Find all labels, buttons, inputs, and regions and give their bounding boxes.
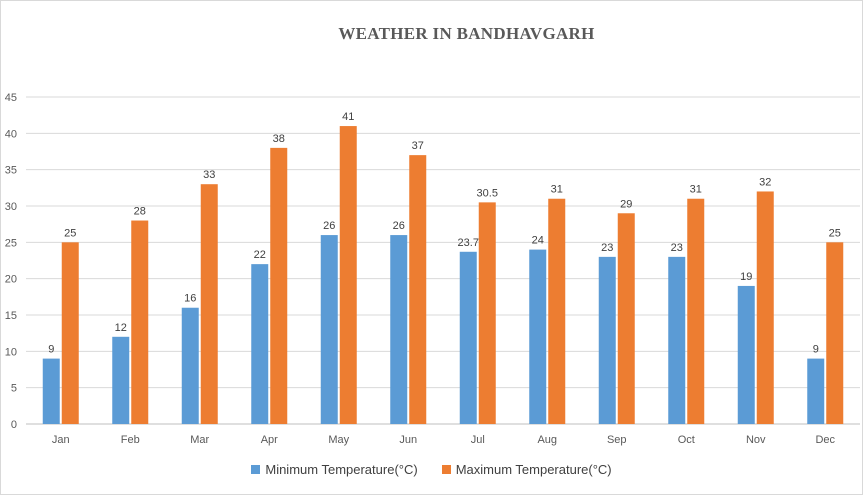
bar-max bbox=[270, 147, 288, 424]
data-label: 23 bbox=[671, 242, 683, 254]
bar-min bbox=[42, 358, 60, 424]
data-label: 26 bbox=[323, 220, 335, 232]
data-label: 32 bbox=[759, 176, 771, 188]
x-tick-label: Aug bbox=[537, 434, 557, 446]
bar-min bbox=[598, 256, 616, 424]
y-tick-label: 10 bbox=[5, 346, 17, 358]
data-label: 30.5 bbox=[477, 187, 498, 199]
data-label: 31 bbox=[551, 184, 563, 196]
y-tick-label: 35 bbox=[5, 165, 17, 177]
y-tick-label: 45 bbox=[5, 92, 17, 104]
bar-max bbox=[826, 242, 844, 424]
legend-item-max: Maximum Temperature(°C) bbox=[441, 462, 612, 477]
x-tick-label: Jul bbox=[471, 434, 485, 446]
data-label: 19 bbox=[740, 271, 752, 283]
bar-max bbox=[409, 155, 427, 424]
bar-min bbox=[459, 251, 477, 424]
data-label: 23 bbox=[601, 242, 613, 254]
legend-swatch-min bbox=[251, 465, 261, 474]
data-label: 9 bbox=[48, 344, 54, 356]
data-label: 29 bbox=[620, 198, 632, 210]
data-label: 24 bbox=[532, 235, 544, 247]
legend-label-min: Minimum Temperature(°C) bbox=[265, 462, 418, 477]
chart-title: WEATHER IN BANDHAVGARH bbox=[338, 24, 595, 43]
x-tick-label: Dec bbox=[815, 434, 835, 446]
data-label: 33 bbox=[203, 169, 215, 181]
data-label: 31 bbox=[690, 184, 702, 196]
legend-label-max: Maximum Temperature(°C) bbox=[455, 462, 612, 477]
x-tick-label: Mar bbox=[190, 434, 209, 446]
bar-max bbox=[200, 184, 218, 424]
bar-min bbox=[320, 235, 338, 424]
data-label: 22 bbox=[254, 249, 266, 261]
y-tick-label: 5 bbox=[11, 383, 17, 395]
bar-min bbox=[529, 249, 547, 424]
x-tick-label: Jan bbox=[52, 434, 70, 446]
y-tick-label: 30 bbox=[5, 201, 17, 213]
bar-min bbox=[807, 358, 825, 424]
y-tick-label: 25 bbox=[5, 237, 17, 249]
bar-min bbox=[737, 285, 755, 424]
data-label: 26 bbox=[393, 220, 405, 232]
x-tick-label: May bbox=[328, 434, 349, 446]
bar-min bbox=[181, 307, 199, 424]
y-tick-label: 20 bbox=[5, 274, 17, 286]
legend-item-min: Minimum Temperature(°C) bbox=[251, 462, 418, 477]
bar-max bbox=[131, 220, 149, 424]
data-label: 25 bbox=[829, 227, 841, 239]
x-tick-label: Apr bbox=[261, 434, 278, 446]
bar-max bbox=[617, 213, 635, 424]
data-label: 41 bbox=[342, 111, 354, 123]
y-tick-label: 15 bbox=[5, 310, 17, 322]
bar-max bbox=[687, 198, 705, 424]
bar-max bbox=[61, 242, 79, 424]
data-label: 16 bbox=[184, 293, 196, 305]
data-label: 38 bbox=[273, 133, 285, 145]
data-label: 23.7 bbox=[458, 237, 479, 249]
bar-max bbox=[339, 126, 357, 425]
bar-min bbox=[112, 336, 130, 424]
x-tick-label: Nov bbox=[746, 434, 766, 446]
data-label: 12 bbox=[115, 322, 127, 334]
data-label: 37 bbox=[412, 140, 424, 152]
bar-max bbox=[756, 191, 774, 424]
x-tick-label: Sep bbox=[607, 434, 627, 446]
legend-swatch-max bbox=[441, 465, 451, 474]
y-tick-label: 40 bbox=[5, 128, 17, 140]
bar-max bbox=[478, 202, 496, 424]
data-label: 25 bbox=[64, 227, 76, 239]
x-tick-label: Oct bbox=[678, 434, 695, 446]
chart-legend: Minimum Temperature(°C) Maximum Temperat… bbox=[0, 462, 863, 477]
bar-max bbox=[548, 198, 566, 424]
data-label: 28 bbox=[134, 206, 146, 218]
x-tick-label: Jun bbox=[399, 434, 417, 446]
x-tick-label: Feb bbox=[121, 434, 140, 446]
bar-min bbox=[390, 235, 408, 424]
data-label: 9 bbox=[813, 344, 819, 356]
bar-min bbox=[668, 256, 686, 424]
bar-min bbox=[251, 264, 269, 424]
y-tick-label: 0 bbox=[11, 419, 17, 431]
